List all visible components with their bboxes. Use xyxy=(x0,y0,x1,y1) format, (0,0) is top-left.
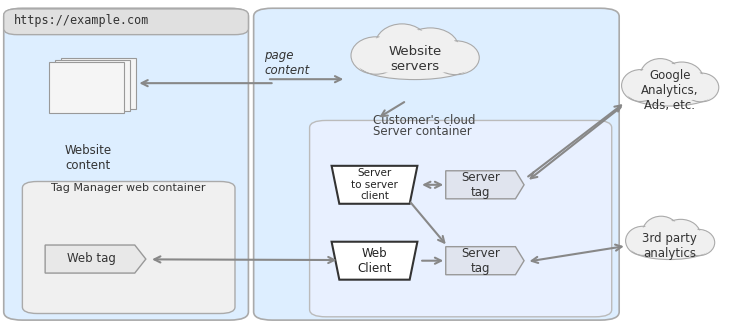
Text: Server container: Server container xyxy=(373,125,471,138)
Ellipse shape xyxy=(660,62,703,96)
Ellipse shape xyxy=(662,63,701,95)
Polygon shape xyxy=(446,171,524,199)
FancyBboxPatch shape xyxy=(4,8,248,320)
Ellipse shape xyxy=(362,51,468,77)
Ellipse shape xyxy=(633,82,707,102)
Ellipse shape xyxy=(642,60,679,94)
Ellipse shape xyxy=(685,74,718,101)
Text: Website
content: Website content xyxy=(64,144,112,172)
Polygon shape xyxy=(446,247,524,275)
Ellipse shape xyxy=(366,51,464,75)
Polygon shape xyxy=(331,242,418,280)
Text: Web
Client: Web Client xyxy=(357,247,392,275)
FancyBboxPatch shape xyxy=(49,62,124,113)
Ellipse shape xyxy=(377,25,427,65)
Text: page
content: page content xyxy=(264,49,310,77)
Ellipse shape xyxy=(351,37,401,74)
Text: Web tag: Web tag xyxy=(66,252,116,265)
Text: Server
to server
client: Server to server client xyxy=(351,168,398,201)
Ellipse shape xyxy=(630,82,710,104)
FancyBboxPatch shape xyxy=(61,58,136,109)
Ellipse shape xyxy=(434,42,477,73)
FancyBboxPatch shape xyxy=(254,8,619,320)
Ellipse shape xyxy=(642,216,680,249)
Ellipse shape xyxy=(682,229,715,256)
Text: Google
Analytics,
Ads, etc.: Google Analytics, Ads, etc. xyxy=(641,69,699,112)
Ellipse shape xyxy=(375,24,429,67)
Ellipse shape xyxy=(661,219,700,250)
Text: Customer's cloud: Customer's cloud xyxy=(373,114,475,127)
Text: https://example.com: https://example.com xyxy=(13,14,148,27)
Text: Server
tag: Server tag xyxy=(461,171,500,199)
Ellipse shape xyxy=(360,52,470,80)
Ellipse shape xyxy=(644,217,678,248)
Ellipse shape xyxy=(683,73,719,102)
Ellipse shape xyxy=(621,70,659,102)
Polygon shape xyxy=(45,245,146,273)
Text: Tag Manager web container: Tag Manager web container xyxy=(51,183,206,193)
Ellipse shape xyxy=(402,28,459,68)
Ellipse shape xyxy=(632,238,708,259)
FancyBboxPatch shape xyxy=(55,60,130,111)
Ellipse shape xyxy=(636,238,704,256)
FancyBboxPatch shape xyxy=(310,120,612,317)
Ellipse shape xyxy=(433,41,479,75)
Ellipse shape xyxy=(627,227,659,254)
Ellipse shape xyxy=(683,230,713,255)
Text: 3rd party
analytics: 3rd party analytics xyxy=(642,232,698,260)
FancyBboxPatch shape xyxy=(22,182,235,314)
Text: Website
servers: Website servers xyxy=(388,46,442,73)
Ellipse shape xyxy=(353,38,399,73)
Ellipse shape xyxy=(404,29,457,66)
FancyBboxPatch shape xyxy=(4,9,248,35)
Ellipse shape xyxy=(662,220,699,249)
Ellipse shape xyxy=(626,226,660,255)
Text: Server
tag: Server tag xyxy=(461,247,500,275)
Ellipse shape xyxy=(633,238,707,258)
Ellipse shape xyxy=(623,71,658,100)
Ellipse shape xyxy=(628,82,712,106)
Ellipse shape xyxy=(640,59,680,95)
Polygon shape xyxy=(331,166,418,204)
